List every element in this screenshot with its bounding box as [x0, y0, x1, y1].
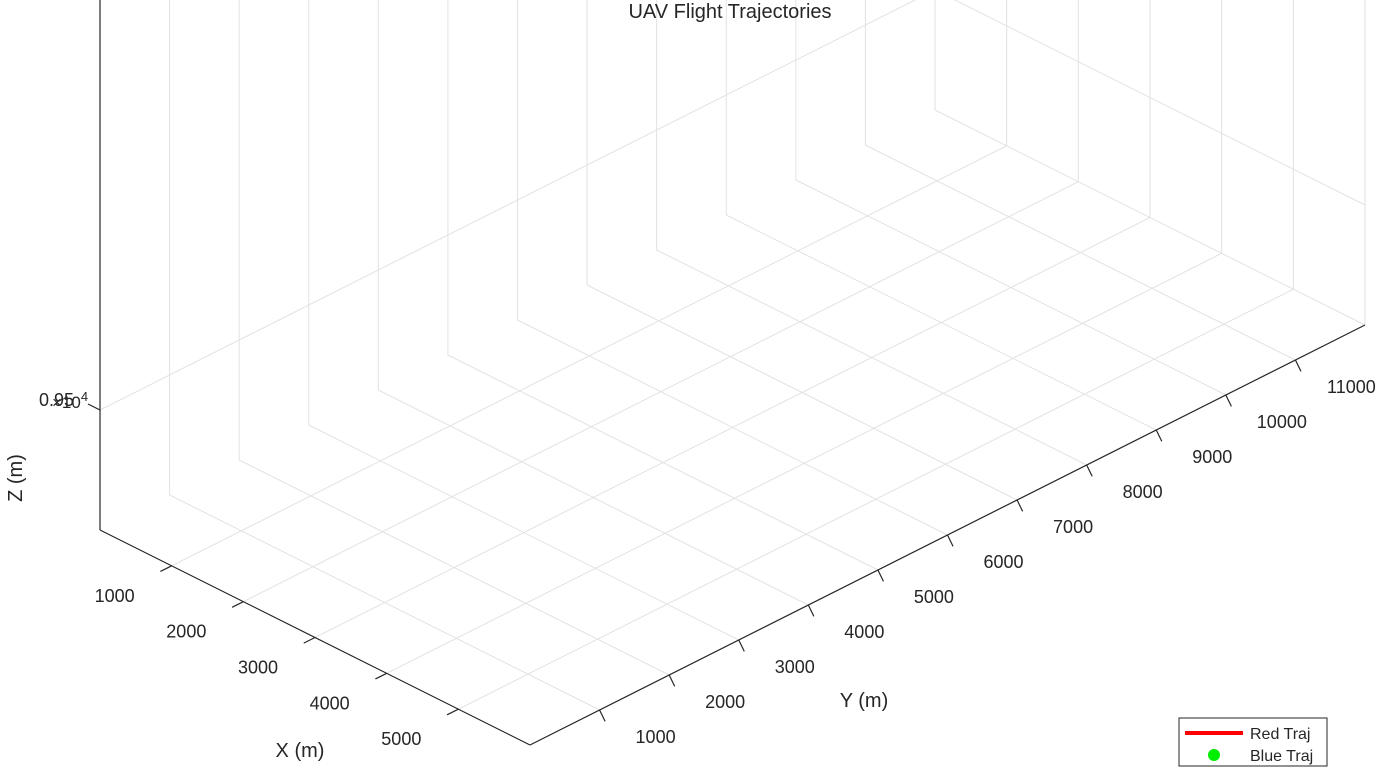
floor-grid-line-y [586, 284, 1018, 501]
floor-grid-line-y [378, 389, 809, 606]
side-wall-grid-line [953, 0, 1366, 206]
floor-grid-line-y [726, 214, 1157, 431]
y-tick-label: 6000 [983, 552, 1023, 572]
x-tick-label: 4000 [310, 693, 350, 713]
y-tick [946, 534, 954, 547]
z-axis-label: Z (m) [5, 454, 27, 502]
wall-border [934, 109, 1366, 326]
legend: Red Traj Blue Traj [1178, 717, 1328, 767]
x-tick [375, 672, 387, 680]
y-tick-label: 3000 [775, 657, 815, 677]
axes [99, 0, 1366, 746]
y-tick [807, 604, 815, 617]
x-axis-label: X (m) [276, 740, 325, 762]
y-tick-label: 7000 [1053, 517, 1093, 537]
legend-box [1178, 717, 1328, 767]
y-tick [1155, 429, 1163, 442]
y-tick [1086, 464, 1093, 477]
y-tick-label: 10000 [1257, 412, 1307, 432]
x-tick [446, 708, 459, 716]
y-tick [1016, 499, 1024, 512]
z-tick [87, 403, 101, 411]
y-tick-label: 2000 [705, 692, 745, 712]
x-tick [231, 601, 244, 608]
z-exponent-power: 4 [81, 389, 88, 404]
y-tick [599, 709, 606, 722]
y-tick-label: 9000 [1192, 447, 1232, 467]
y-tick [668, 674, 676, 687]
y-tick [1294, 359, 1302, 372]
y-tick-label: 1000 [636, 727, 676, 747]
z-exponent-label: ×104 [52, 389, 88, 412]
y-tick-label: 4000 [844, 622, 884, 642]
x-tick-label: 1000 [95, 586, 135, 606]
floor-grid-line-y [656, 249, 1087, 466]
y-tick-label: 8000 [1123, 482, 1163, 502]
floor-grid-line-y [238, 459, 670, 676]
chart-title: UAV Flight Trajectories [628, 1, 831, 23]
z-tick-label: 0.95 [39, 390, 74, 410]
x-tick-label: 3000 [238, 658, 278, 678]
back-wall-grid-line [99, 0, 917, 411]
floor-grid-line-y [517, 319, 948, 536]
floor-grid-line-y [795, 179, 1227, 396]
x-tick [160, 565, 172, 572]
floor-grid-line-y [308, 424, 739, 641]
y-tick [877, 569, 884, 582]
ticks: 1000 2000 3000 4000 5000 1000 2000 3000 4000 5000… [39, 359, 1376, 749]
legend-red-label: Red Traj [1250, 726, 1310, 743]
floor-grid-line-y [169, 494, 600, 711]
y-tick [1225, 394, 1232, 407]
y-tick-label: 11000 [1327, 377, 1376, 397]
x-tick [303, 636, 316, 644]
x-tick-label: 2000 [166, 622, 206, 642]
y-tick-label: 5000 [914, 587, 954, 607]
grid [99, 0, 1366, 711]
y-axis-label: Y (m) [840, 690, 889, 712]
floor-grid-line-y [865, 144, 1296, 361]
legend-blue-marker [1208, 749, 1220, 761]
x-tick-label: 5000 [381, 729, 421, 749]
legend-blue-label: Blue Traj [1250, 748, 1313, 765]
floor-grid-line-y [447, 354, 879, 571]
z-exponent-base: ×10 [52, 393, 81, 412]
y-tick [738, 639, 745, 652]
